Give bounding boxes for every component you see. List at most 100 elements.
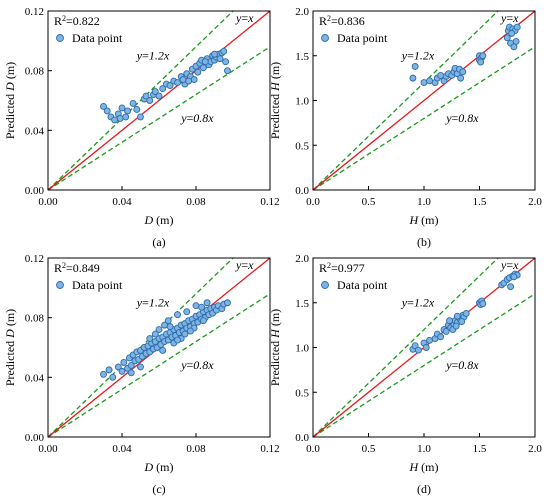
annotation-upper: y=1.2x: [136, 48, 170, 62]
legend-label: Data point: [72, 278, 123, 292]
line-upper-bound: [48, 11, 234, 190]
data-point: [100, 103, 107, 110]
panel-caption: (a): [152, 235, 165, 249]
y-tick-label: 2.0: [295, 6, 309, 18]
x-tick-label: 0.5: [362, 196, 376, 208]
data-point: [415, 346, 422, 354]
data-point: [127, 361, 135, 369]
data-point: [411, 342, 419, 350]
annotation-identity: y=x: [500, 11, 519, 25]
data-point: [513, 23, 521, 31]
data-points: [409, 23, 521, 87]
plot-frame: [47, 257, 271, 438]
x-tick-label: 1.0: [417, 443, 431, 455]
chart-panel-4: 0.0 0.5 1.0 1.5 2.0 0.0 0.5 1.0 1.5 2.0 H (m) Predi…: [268, 253, 542, 496]
data-point: [437, 71, 445, 79]
y-tick-label: 0.04: [25, 125, 45, 137]
y-tick-label: 0.0: [295, 185, 309, 197]
data-point: [166, 82, 174, 90]
data-point: [426, 336, 433, 344]
data-point: [105, 366, 113, 374]
y-tick-label: 0.12: [25, 6, 44, 18]
data-point: [159, 347, 167, 354]
legend: Data point: [56, 31, 123, 45]
data-point: [452, 322, 460, 330]
annotation-lower: y=0.8x: [180, 358, 214, 372]
line-upper-bound: [313, 258, 499, 437]
r-squared-label: R2=0.849: [54, 261, 100, 276]
x-tick-label: 0.04: [112, 443, 132, 455]
data-point: [223, 299, 231, 307]
data-point: [164, 317, 172, 325]
data-point: [124, 107, 132, 115]
data-point: [503, 34, 511, 42]
data-point: [181, 330, 189, 338]
data-point: [510, 273, 518, 281]
data-point: [109, 373, 117, 381]
data-point: [453, 312, 461, 320]
y-tick-label: 1.5: [295, 51, 309, 63]
data-point: [220, 47, 228, 55]
x-tick-label: 0.08: [186, 443, 206, 455]
data-point: [100, 370, 107, 378]
annotation-identity: y=x: [235, 258, 254, 272]
data-point: [114, 363, 122, 371]
y-tick-label: 0.08: [25, 66, 45, 78]
data-point: [446, 317, 453, 325]
data-point: [216, 55, 224, 63]
data-point: [129, 100, 137, 107]
x-tick-label: 0.12: [260, 196, 279, 208]
data-point: [185, 77, 193, 85]
annotation-lower: y=0.8x: [445, 111, 479, 125]
x-tick-label: 0.0: [306, 443, 320, 455]
data-point: [183, 308, 191, 316]
x-axis-label: D (m): [144, 460, 174, 474]
data-point: [479, 300, 487, 308]
data-point: [457, 74, 465, 82]
data-point: [118, 104, 126, 112]
data-point: [179, 76, 187, 84]
data-point: [437, 333, 445, 341]
panel-caption: (c): [152, 482, 165, 496]
chart-panel-2: 0.0 0.5 1.0 1.5 2.0 0.0 0.5 1.0 1.5 2.0 H (m) Predi…: [268, 6, 542, 249]
data-point: [477, 58, 485, 66]
legend-label: Data point: [72, 31, 123, 45]
x-tick-label: 0.00: [38, 196, 58, 208]
y-tick-label: 0.12: [25, 253, 44, 265]
annotation-identity: y=x: [235, 11, 254, 25]
data-point: [116, 114, 124, 122]
data-point: [458, 318, 466, 325]
data-point: [411, 63, 419, 70]
data-point: [133, 105, 141, 113]
y-tick-label: 0.00: [25, 432, 45, 444]
data-point: [146, 335, 154, 342]
data-point: [508, 29, 516, 37]
data-point: [211, 50, 218, 58]
data-point: [420, 79, 428, 87]
y-tick-label: 0.08: [25, 313, 45, 325]
y-tick-label: 0.5: [295, 140, 309, 152]
data-point: [120, 358, 128, 366]
y-tick-label: 0.5: [295, 387, 309, 399]
y-axis-label: Predicted D (m): [3, 62, 17, 139]
data-point: [507, 283, 515, 291]
data-point: [186, 327, 194, 335]
data-point: [127, 369, 135, 377]
data-point: [479, 52, 487, 60]
data-point: [155, 326, 163, 334]
legend-marker: [321, 34, 329, 42]
annotation-identity: y=x: [500, 258, 519, 272]
x-tick-label: 1.0: [417, 196, 431, 208]
legend-marker: [321, 281, 329, 289]
x-tick-label: 0.08: [186, 196, 206, 208]
y-tick-label: 1.0: [295, 343, 309, 355]
line-lower-bound: [48, 46, 270, 190]
legend-marker: [56, 34, 64, 42]
data-point: [161, 321, 169, 329]
data-point: [192, 302, 200, 310]
panel-caption: (d): [417, 482, 431, 496]
data-point: [142, 92, 150, 100]
y-tick-label: 1.0: [295, 96, 309, 108]
y-tick-label: 0.0: [295, 432, 309, 444]
data-point: [174, 79, 181, 87]
